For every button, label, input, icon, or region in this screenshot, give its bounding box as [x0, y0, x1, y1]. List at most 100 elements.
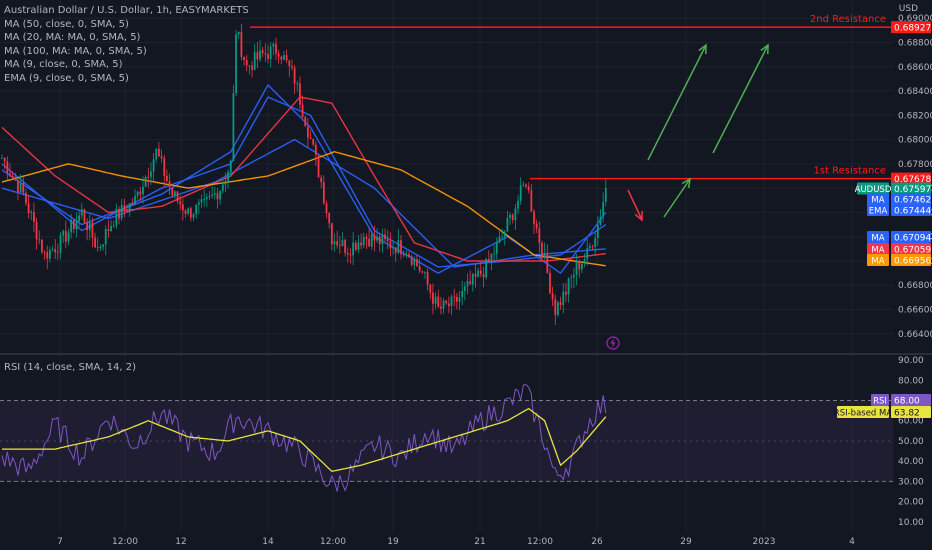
candle-body	[99, 246, 102, 249]
price-tick-label: 0.66800	[898, 281, 932, 291]
candle-body	[354, 242, 357, 250]
candle-body	[533, 211, 535, 224]
candle-body	[104, 229, 107, 245]
rsi-ma-tag-value-box	[891, 406, 931, 418]
time-axis[interactable]: 7 12:00 12 14 12:00 19 21 12:00 26 29 2023 4	[57, 537, 855, 547]
candle-body	[118, 208, 120, 219]
candle-body	[570, 277, 573, 279]
candle-body	[519, 185, 522, 201]
price-axis[interactable]: 0.69000 0.68800 0.68600 0.68400 0.68200 0.680…	[898, 14, 932, 528]
rsi-ma-line	[2, 407, 607, 472]
candle-body	[229, 160, 232, 172]
candle-body	[384, 234, 386, 240]
candle-body	[62, 230, 65, 236]
indicator-ma20[interactable]: MA (20, MA: MA, 0, SMA, 5)	[4, 32, 141, 43]
candle-body	[362, 237, 365, 246]
candle-body	[285, 55, 288, 61]
candle-body	[293, 67, 296, 84]
indicator-ma100[interactable]: MA (100, MA: MA, 0, SMA, 5)	[4, 45, 147, 57]
candle-body	[126, 209, 128, 212]
candle-body	[549, 272, 551, 294]
symbol-title[interactable]: Australian Dollar / U.S. Dollar, 1h, EAS…	[4, 5, 249, 16]
candle-body	[128, 203, 131, 212]
candle-body	[147, 176, 150, 178]
candle-body	[554, 299, 557, 315]
candle-body	[67, 232, 70, 242]
chart-legend: Australian Dollar / U.S. Dollar, 1h, EAS…	[4, 4, 249, 85]
ma-tag: MA 0.67094	[867, 231, 931, 244]
indicator-ma50[interactable]: MA (50, close, 0, SMA, 5)	[4, 18, 129, 30]
arrow-head	[760, 43, 769, 55]
candles[interactable]	[1, 23, 607, 325]
candle-body	[541, 242, 543, 259]
candle-body	[78, 215, 81, 222]
indicator-ma9[interactable]: MA (9, close, 0, SMA, 5)	[4, 59, 123, 70]
ma-tag-value-box	[891, 254, 931, 266]
candle-body	[80, 209, 83, 216]
candle-body	[120, 205, 123, 219]
candle-body	[277, 53, 280, 57]
rsi-pane[interactable]	[0, 384, 893, 492]
candle-body	[203, 199, 206, 200]
candle-body	[498, 236, 501, 243]
candle-body	[602, 201, 605, 217]
candle-body	[205, 197, 208, 200]
price-tick-label: 0.68800	[898, 38, 932, 48]
price-tick-label: 0.67800	[898, 160, 932, 170]
rsi-tag-label: RSI	[873, 397, 887, 407]
time-tick-label: 12	[175, 537, 186, 547]
candle-body	[370, 234, 373, 247]
arrow-head	[634, 210, 643, 222]
candle-body	[280, 56, 283, 60]
candle-body	[338, 245, 341, 247]
candle-body	[392, 247, 394, 249]
rsi-tick-label: 20.00	[898, 498, 924, 508]
candle-body	[43, 251, 46, 253]
candle-body	[421, 271, 424, 273]
current-price-tag-value-box	[891, 182, 931, 195]
candle-body	[243, 56, 245, 61]
candle-body	[14, 176, 17, 181]
ma-tag-value-box	[891, 243, 931, 255]
candle-body	[376, 236, 378, 241]
current-price-tag: AUDUSD 0.67597	[855, 182, 931, 195]
candle-body	[107, 229, 110, 232]
candle-body	[269, 46, 272, 59]
candle-body	[112, 225, 115, 227]
resistance-lines[interactable]: 2nd Resistance 1st Resistance	[250, 14, 893, 180]
candle-body	[309, 137, 312, 139]
candle-body	[136, 191, 139, 196]
candle-body	[110, 226, 112, 232]
candle-body	[386, 239, 389, 242]
candle-body	[158, 148, 160, 157]
candle-body	[543, 253, 546, 259]
candle-body	[213, 193, 216, 195]
ma-tag: MA 0.67462	[867, 193, 931, 206]
candle-body	[70, 219, 73, 233]
candle-body	[144, 176, 147, 187]
rsi-title[interactable]: RSI (14, close, SMA, 14, 2)	[4, 362, 137, 373]
candle-body	[30, 212, 33, 214]
indicator-ema9[interactable]: EMA (9, close, 0, SMA, 5)	[4, 72, 129, 84]
candle-body	[325, 203, 328, 214]
candle-body	[59, 235, 62, 253]
candle-body	[150, 171, 152, 177]
candle-body	[317, 154, 320, 178]
candle-body	[314, 144, 317, 155]
candle-body	[490, 254, 493, 262]
candle-body	[11, 175, 14, 177]
lightning-icon[interactable]	[606, 336, 620, 350]
candle-body	[25, 192, 27, 204]
candle-body	[224, 180, 227, 185]
candle-body	[416, 259, 418, 267]
candle-body	[9, 173, 11, 176]
candle-body	[322, 182, 325, 204]
candle-body	[493, 253, 495, 255]
time-tick-label: 21	[474, 537, 485, 547]
candle-body	[22, 183, 25, 193]
candle-body	[336, 241, 339, 246]
candle-body	[181, 204, 184, 211]
candle-body	[288, 60, 291, 67]
candle-body	[522, 184, 525, 186]
